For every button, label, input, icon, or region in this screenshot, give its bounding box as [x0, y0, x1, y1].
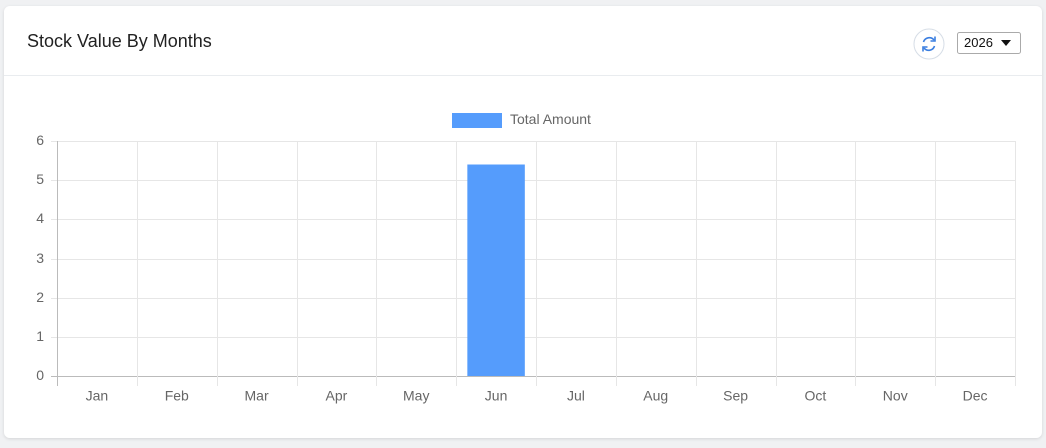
x-tick-label: Dec — [963, 388, 988, 404]
x-tick-label: Jun — [485, 388, 508, 404]
year-select[interactable]: 2026 — [957, 32, 1021, 54]
y-tick-label: 3 — [36, 250, 44, 266]
x-tick-label: Nov — [883, 388, 908, 404]
x-tick-label: Oct — [805, 388, 827, 404]
x-tick-label: Sep — [723, 388, 748, 404]
refresh-button[interactable] — [913, 28, 945, 60]
x-tick-label: Mar — [245, 388, 269, 404]
y-tick-label: 6 — [36, 132, 44, 148]
x-tick-label: Jan — [86, 388, 109, 404]
y-tick-label: 2 — [36, 289, 44, 305]
x-tick-label: Feb — [165, 388, 189, 404]
y-tick-label: 1 — [36, 328, 44, 344]
legend-label: Total Amount — [510, 111, 591, 127]
year-select-value: 2026 — [964, 35, 993, 50]
plot: 0 1 2 3 4 5 6 Jan Feb Mar Apr May Jun Jul Aug Sep Oct Nov… — [36, 111, 1016, 404]
legend-swatch — [452, 113, 502, 128]
x-tick-label: Apr — [326, 388, 348, 404]
x-tick-label: Aug — [643, 388, 668, 404]
y-tick-label: 0 — [36, 367, 44, 383]
x-tick-label: Jul — [567, 388, 585, 404]
bar — [467, 164, 525, 376]
y-tick-label: 4 — [36, 210, 44, 226]
card-title: Stock Value By Months — [27, 31, 212, 51]
y-tick-label: 5 — [36, 171, 44, 187]
x-tick-label: May — [403, 388, 429, 404]
